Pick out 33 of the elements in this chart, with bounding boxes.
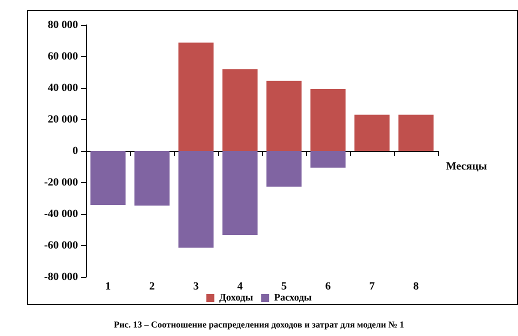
y-tick-label: -40 000 [44, 208, 78, 220]
bar [134, 151, 170, 206]
x-tick-label: 1 [105, 280, 111, 292]
x-axis-title: Месяцы [446, 160, 488, 172]
legend-label: Доходы [219, 292, 254, 304]
y-tick-label: -80 000 [44, 271, 78, 283]
y-tick-label: -20 000 [44, 176, 78, 188]
y-tick-label: 0 [72, 145, 78, 157]
x-tick-label: 6 [325, 280, 332, 292]
y-tick-label: -60 000 [44, 240, 78, 252]
y-tick-label: 20 000 [48, 114, 78, 126]
x-tick-label: 8 [413, 280, 420, 292]
bar [266, 151, 302, 187]
bar [90, 151, 126, 206]
y-tick-label: 60 000 [48, 50, 78, 62]
bar [178, 42, 214, 151]
bar [222, 151, 258, 235]
bar [266, 80, 302, 151]
x-tick-label: 7 [369, 280, 376, 292]
x-tick-label: 3 [193, 280, 200, 292]
x-tick-label: 2 [149, 280, 156, 292]
bar [354, 114, 390, 151]
y-tick-label: 80 000 [48, 19, 78, 31]
text: Рис. 13 – Соотношение распределения доходов и затрат для модели № 1 [114, 320, 405, 330]
bar [222, 69, 258, 151]
bar [310, 151, 346, 168]
legend-label: Расходы [274, 292, 312, 304]
x-tick-label: 4 [237, 280, 244, 292]
x-tick-label: 5 [281, 280, 288, 292]
bar [310, 88, 346, 151]
bar [398, 114, 434, 151]
y-tick-label: 40 000 [48, 82, 78, 94]
bar [178, 151, 214, 248]
